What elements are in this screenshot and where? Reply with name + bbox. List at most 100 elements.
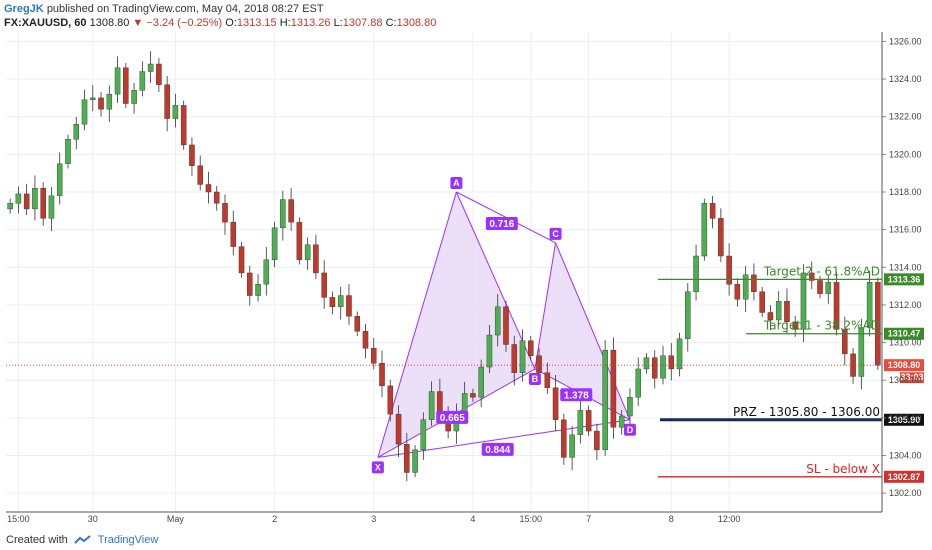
candle-body: [263, 259, 270, 285]
last-price-badge-text: 1308.80: [888, 360, 921, 370]
candle-body: [65, 139, 71, 164]
point-b-marker: [528, 372, 541, 385]
candle-body: [569, 434, 575, 458]
candle: [784, 288, 790, 334]
candle: [123, 63, 129, 109]
chart-grid: [6, 32, 882, 512]
pattern-labels: X A B C D 0.716 0.665 0.844 1.378: [371, 177, 636, 474]
candle: [288, 188, 294, 231]
x-tick-label: May: [167, 514, 185, 524]
candle: [329, 291, 336, 315]
high-label: H:: [279, 17, 291, 29]
y-tick-label: 1326.00: [889, 36, 922, 46]
candle: [263, 246, 270, 296]
quote-line: FX:XAUUSD, 60 1308.80 ▼ −3.24 (−0.25%) O…: [4, 16, 436, 30]
candle: [858, 318, 865, 390]
candle-body: [842, 329, 848, 355]
candle-body: [486, 334, 493, 368]
point-a-marker: [450, 177, 463, 189]
candle: [387, 379, 394, 422]
candle: [734, 278, 741, 307]
candle-body: [123, 67, 129, 104]
y-tick-label: 1320.00: [889, 149, 922, 159]
candle-body: [536, 355, 542, 373]
candle-body: [313, 244, 319, 274]
candle: [271, 221, 278, 268]
candle: [585, 405, 592, 436]
point-c-marker: [549, 227, 562, 240]
candle: [180, 100, 187, 150]
candle-body: [817, 280, 823, 294]
candle: [147, 51, 154, 83]
candle-body: [23, 193, 30, 210]
ratio-label: 1.378: [564, 390, 589, 401]
y-tick-label: 1316.00: [889, 225, 922, 235]
ratio-label: 0.665: [440, 413, 465, 424]
candle: [238, 241, 245, 278]
candle: [428, 381, 435, 426]
candle: [759, 287, 765, 318]
candle-body: [205, 184, 212, 193]
candle-body: [858, 327, 865, 377]
candle-body: [651, 357, 658, 379]
candle: [767, 305, 774, 331]
x-tick-label: 12:00: [718, 514, 741, 524]
candle: [156, 57, 162, 93]
candle-body: [775, 300, 782, 321]
candle-body: [784, 300, 790, 323]
candle: [56, 152, 63, 205]
candle: [404, 432, 410, 482]
candle-body: [404, 444, 410, 473]
ratio-label: 0.716: [489, 219, 514, 230]
y-tick-label: 1318.00: [889, 187, 922, 197]
publish-header: GregJK published on TradingView.com, May…: [4, 2, 324, 16]
candle-body: [461, 393, 468, 413]
chart-axes: 1302.00 1304.00 1306.00 1308.00 1310.00 1312.…: [6, 32, 922, 524]
candle-body: [180, 105, 187, 146]
candle: [197, 155, 203, 191]
candle: [651, 350, 658, 389]
candle-body: [627, 396, 633, 417]
candle: [808, 261, 815, 290]
candle: [395, 405, 402, 458]
candle: [81, 89, 88, 131]
candle: [32, 175, 38, 221]
candle-body: [321, 272, 327, 298]
tradingview-logo-icon: [74, 535, 91, 544]
candle: [321, 260, 327, 309]
candle-body: [635, 368, 641, 398]
prz-price-badge-text: 1305.90: [888, 415, 921, 425]
candle-body: [610, 349, 617, 428]
target-label: Target 2 - 61.8%AD: [763, 264, 880, 278]
candle-body: [271, 227, 278, 260]
candle-body: [470, 393, 476, 398]
tradingview-link[interactable]: TradingView: [97, 534, 159, 546]
author-name[interactable]: GregJK: [4, 3, 44, 15]
candle: [172, 93, 179, 128]
last-price: 1308.80: [89, 17, 130, 29]
candle: [164, 75, 170, 132]
candle-body: [503, 306, 509, 345]
x-tick-label: 30: [88, 514, 98, 524]
pattern-leg-AB: [455, 191, 536, 370]
candle: [362, 323, 369, 359]
candle-body: [701, 203, 708, 257]
target-price-badge-text: 1310.47: [888, 329, 921, 339]
price-change: −3.24 (−0.25%): [146, 17, 223, 29]
candle-body: [494, 306, 501, 336]
candle-body: [808, 272, 815, 281]
candle-body: [337, 295, 344, 308]
candle: [354, 311, 360, 336]
candle: [106, 85, 113, 122]
candle: [494, 294, 501, 347]
candle-body: [742, 274, 749, 300]
candle: [48, 187, 55, 232]
candle: [742, 266, 749, 313]
candle: [569, 426, 575, 471]
target-price-badge: [884, 327, 924, 340]
candle-body: [602, 349, 608, 451]
candle: [693, 244, 699, 301]
candle-body: [660, 355, 666, 379]
candle: [470, 388, 476, 402]
